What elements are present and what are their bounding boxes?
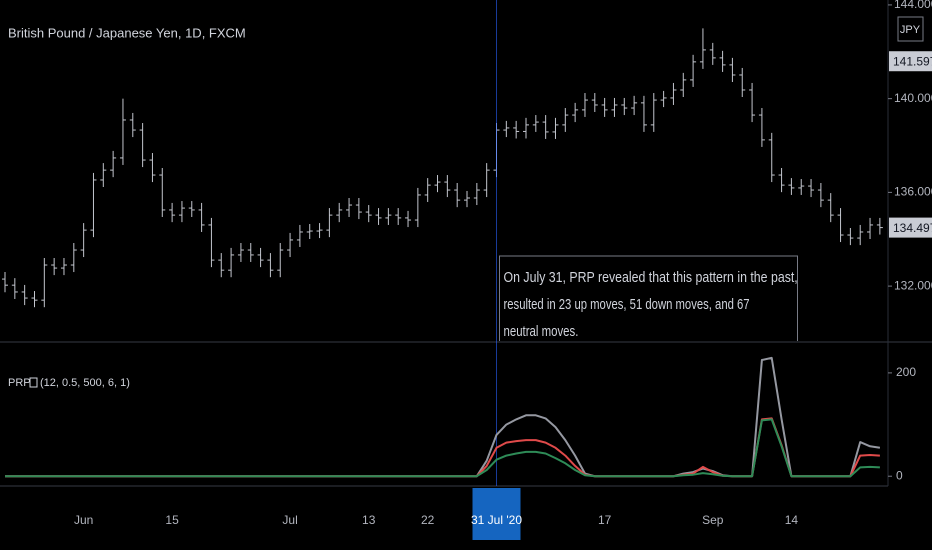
x-tick-label: 15: [165, 513, 179, 527]
indicator-icon: [29, 377, 38, 388]
annotation: On July 31, PRP revealed that this patte…: [499, 255, 798, 341]
last-price-label: 134.497: [893, 221, 932, 235]
y-tick-label: 0: [896, 468, 903, 482]
annotation-line: resulted in 23 up moves, 51 down moves, …: [504, 296, 750, 313]
y-tick-label: 132.000: [894, 278, 932, 292]
chart-title: British Pound / Japanese Yen, 1D, FXCM: [8, 25, 246, 40]
currency-box: [897, 16, 924, 42]
indicator-name: PRP: [8, 377, 31, 389]
crosshair-date-box: [472, 488, 521, 540]
x-tick-label: 14: [785, 513, 799, 527]
indicator-line: [5, 418, 880, 478]
annotation-box: [499, 255, 798, 341]
price-pane: [2, 28, 883, 308]
x-tick-label: Jul: [282, 513, 297, 527]
x-tick-label: Jun: [74, 513, 93, 527]
annotation-line: On July 31, PRP revealed that this patte…: [504, 269, 798, 286]
x-tick-label: 13: [362, 513, 376, 527]
x-tick-label: 22: [421, 513, 435, 527]
crosshair-price-box: [889, 51, 932, 72]
crosshair-price-label: 141.597: [893, 54, 932, 68]
y-tick-label: 144.000: [894, 0, 932, 11]
indicator-params: (12, 0.5, 500, 6, 1): [40, 377, 130, 389]
currency-label: JPY: [900, 24, 921, 36]
y-tick-label: 140.000: [894, 91, 932, 105]
x-tick-label: Sep: [702, 513, 724, 527]
last-price-box: [889, 217, 932, 238]
crosshair-date-label: 31 Jul '20: [471, 513, 522, 527]
annotation-line: neutral moves.: [504, 323, 579, 340]
y-tick-label: 136.000: [894, 185, 932, 199]
y-tick-label: 200: [896, 365, 916, 379]
x-tick-label: 17: [598, 513, 612, 527]
